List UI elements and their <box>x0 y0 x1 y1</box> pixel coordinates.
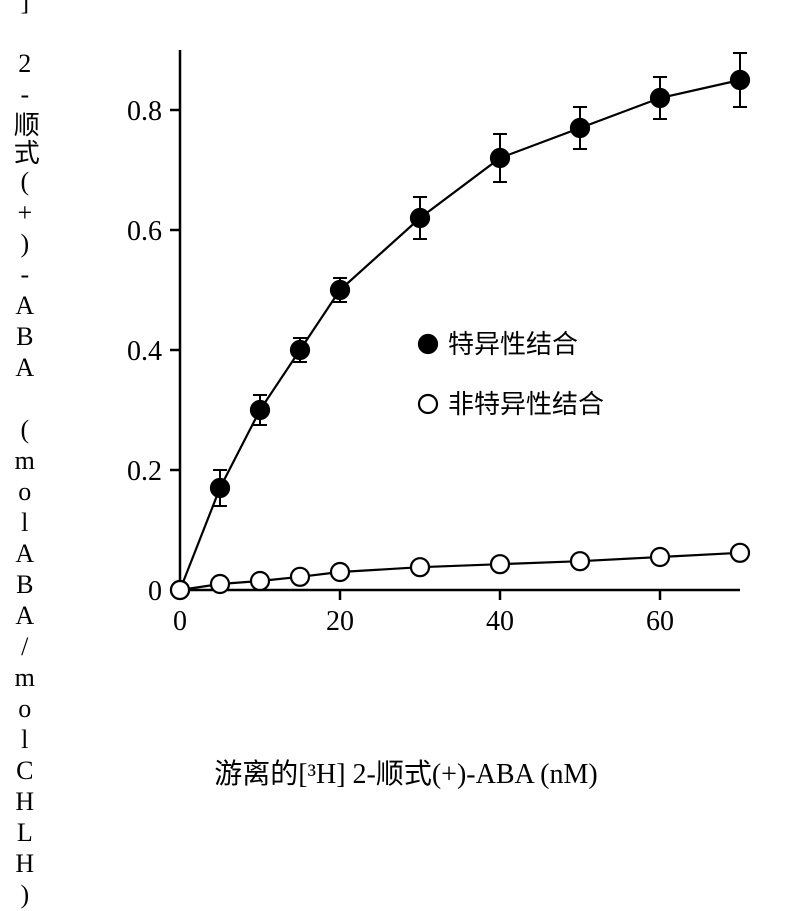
plot-area: 0 20 40 60 0 0.2 0.4 0.6 0.8 特异性结合非特异性结合 <box>70 30 770 670</box>
data-point-specific <box>651 89 669 107</box>
y-tick-label: 0.6 <box>127 216 162 247</box>
legend-label-specific: 特异性结合 <box>448 330 578 359</box>
chart-svg: 0 20 40 60 0 0.2 0.4 0.6 0.8 特异性结合非特异性结合 <box>70 30 770 670</box>
x-tick-label: 20 <box>326 606 354 637</box>
data-point-specific <box>731 71 749 89</box>
data-point-nonspecific <box>331 563 349 581</box>
data-point-specific <box>211 479 229 497</box>
y-tick-label: 0.4 <box>127 336 162 367</box>
x-tick-label: 40 <box>486 606 514 637</box>
figure: 结合的[³H] 2-顺式(+)-ABA (molABA/molCHLH) 0 20… <box>0 0 812 812</box>
y-tick-label: 0.2 <box>127 456 162 487</box>
x-tick-label: 60 <box>646 606 674 637</box>
data-point-nonspecific <box>651 548 669 566</box>
data-point-specific <box>331 281 349 299</box>
y-axis-label-container: 结合的[³H] 2-顺式(+)-ABA (molABA/molCHLH) <box>10 60 38 660</box>
data-point-nonspecific <box>251 572 269 590</box>
legend-label-nonspecific: 非特异性结合 <box>448 390 604 419</box>
legend-marker-nonspecific <box>419 395 437 413</box>
data-point-specific <box>571 119 589 137</box>
data-point-nonspecific <box>211 575 229 593</box>
data-point-nonspecific <box>491 555 509 573</box>
data-point-specific <box>491 149 509 167</box>
legend-marker-specific <box>419 335 437 353</box>
y-tick-label: 0 <box>148 576 162 607</box>
data-point-nonspecific <box>731 544 749 562</box>
data-point-nonspecific <box>291 568 309 586</box>
x-tick-label: 0 <box>173 606 187 637</box>
x-axis-label: 游离的[³H] 2-顺式(+)-ABA (nM) <box>0 752 812 792</box>
data-point-nonspecific <box>571 552 589 570</box>
data-point-specific <box>411 209 429 227</box>
data-point-nonspecific <box>411 558 429 576</box>
data-point-specific <box>251 401 269 419</box>
data-point-nonspecific <box>171 581 189 599</box>
data-point-specific <box>291 341 309 359</box>
y-tick-label: 0.8 <box>127 96 162 127</box>
